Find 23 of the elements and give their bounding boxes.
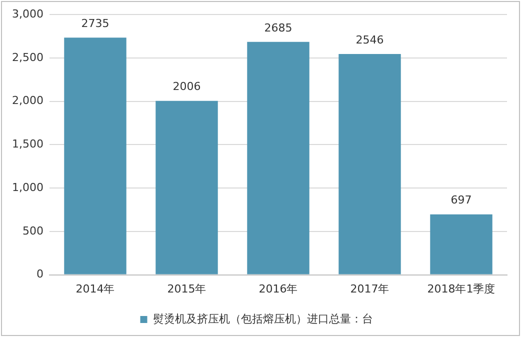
y-tick-label: 500	[22, 224, 44, 238]
bar	[64, 38, 126, 274]
y-tick-label: 2,000	[12, 94, 44, 108]
x-tick-label: 2016年	[258, 282, 298, 296]
bar	[338, 54, 401, 274]
x-tick-label: 2017年	[350, 282, 390, 296]
y-tick-label: 1,500	[12, 138, 44, 151]
x-tick-label: 2018年1季度	[427, 282, 496, 296]
legend-label: 熨烫机及挤压机（包括熔压机）进口总量：台	[152, 312, 373, 326]
data-label: 697	[450, 194, 472, 207]
bar	[430, 214, 492, 274]
data-label: 2685	[264, 21, 292, 34]
data-label: 2735	[81, 16, 110, 30]
data-label: 2006	[172, 80, 201, 94]
bar	[247, 42, 310, 274]
x-tick-label: 2014年	[76, 282, 115, 296]
y-tick-label: 3,000	[12, 7, 44, 20]
bar	[156, 100, 218, 274]
x-tick-label: 2015年	[167, 282, 206, 296]
y-tick-label: 2,500	[12, 50, 44, 64]
data-label: 2546	[356, 33, 384, 46]
y-tick-label: 0	[36, 268, 44, 281]
y-tick-label: 1,000	[12, 180, 44, 194]
